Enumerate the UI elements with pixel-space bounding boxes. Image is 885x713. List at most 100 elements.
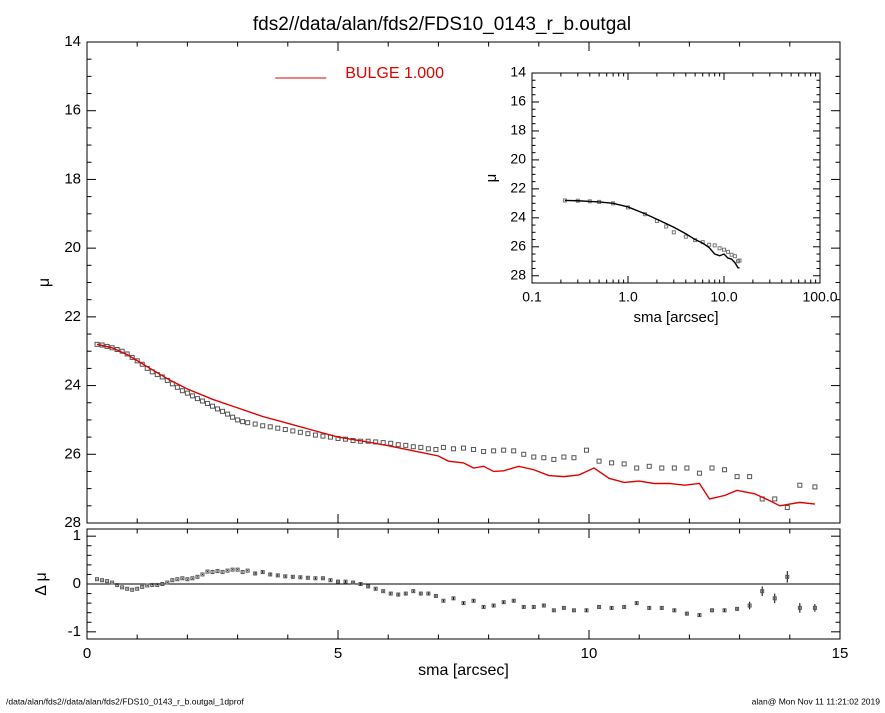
data-point <box>170 578 175 583</box>
footer-left: /data/alan/fds2//data/alan/fds2/FDS10_01… <box>6 696 244 706</box>
data-point <box>210 403 215 409</box>
data-point <box>812 484 818 490</box>
data-point <box>717 246 722 251</box>
x-axis-label: sma [arcsec] <box>633 309 718 326</box>
data-point <box>481 449 487 455</box>
data-point <box>282 427 288 433</box>
y-axis-label: μ <box>36 278 53 287</box>
data-point <box>134 358 140 364</box>
data-point <box>179 388 185 394</box>
y-tick-label: 28 <box>64 514 81 531</box>
data-point <box>511 448 517 454</box>
data-point <box>426 591 431 596</box>
model-line <box>564 199 740 269</box>
data-point <box>351 580 356 585</box>
data-point <box>747 603 752 608</box>
plot-frame <box>531 72 821 284</box>
data-point <box>220 570 225 575</box>
y-tick-label: 18 <box>64 170 81 187</box>
data-point <box>621 461 627 467</box>
y-tick-label: 14 <box>510 64 526 80</box>
footer-right: alan@ Mon Nov 11 11:21:02 2019 <box>752 696 881 706</box>
data-point <box>268 572 273 577</box>
data-point <box>785 574 790 579</box>
data-point <box>584 608 589 613</box>
data-point <box>521 451 527 457</box>
data-point <box>260 570 265 575</box>
y-tick-label: 20 <box>64 239 81 256</box>
data-point <box>290 574 295 579</box>
data-point <box>275 573 280 578</box>
data-point <box>461 445 466 451</box>
data-point <box>155 582 160 587</box>
data-point <box>283 574 288 579</box>
data-point <box>381 589 386 594</box>
y-tick-label: 16 <box>510 93 526 109</box>
data-point <box>609 605 614 610</box>
data-point <box>343 579 348 584</box>
data-point <box>471 446 477 452</box>
data-point <box>320 433 326 439</box>
data-point <box>551 608 556 613</box>
data-point <box>403 442 409 448</box>
x-tick-label: 15 <box>832 645 849 662</box>
data-point <box>174 384 180 390</box>
data-point <box>646 463 652 469</box>
data-point <box>647 605 652 610</box>
data-point <box>275 425 281 431</box>
data-point <box>571 608 576 613</box>
data-point <box>471 598 476 603</box>
data-point <box>165 580 170 585</box>
data-point <box>784 505 790 511</box>
data-point <box>220 408 226 414</box>
data-point <box>411 589 416 594</box>
data-point <box>305 431 311 437</box>
y-tick-label: 22 <box>64 308 81 325</box>
data-point <box>683 234 688 239</box>
data-point <box>235 417 241 423</box>
data-point <box>571 455 577 461</box>
data-point <box>671 465 677 471</box>
data-point <box>240 570 245 575</box>
y-tick-label: 0 <box>73 575 81 592</box>
data-point <box>396 592 401 597</box>
inset-background <box>532 73 820 283</box>
data-point <box>597 604 602 609</box>
data-point <box>797 482 803 488</box>
y-tick-label: 26 <box>64 445 81 462</box>
data-point <box>425 446 431 452</box>
data-point <box>150 582 155 587</box>
data-point <box>418 591 423 596</box>
x-axis-label: sma [arcsec] <box>418 662 509 679</box>
data-point <box>451 596 456 601</box>
data-point <box>450 446 456 452</box>
data-point <box>190 576 195 581</box>
data-point <box>734 474 740 480</box>
data-point <box>418 444 424 450</box>
data-point <box>297 429 303 435</box>
x-tick-label: 10.0 <box>710 289 737 305</box>
model-line <box>96 343 815 507</box>
data-point <box>140 584 145 589</box>
data-point <box>225 411 231 417</box>
data-point <box>160 582 165 586</box>
data-point <box>772 496 778 502</box>
data-point <box>609 460 615 466</box>
data-point <box>735 606 740 611</box>
y-axis-label: μ <box>483 174 500 183</box>
data-point <box>290 428 296 434</box>
data-point <box>199 398 205 404</box>
data-point <box>696 470 702 476</box>
data-point <box>541 455 547 461</box>
data-point <box>561 605 566 610</box>
data-point <box>737 258 742 263</box>
data-point <box>215 569 220 574</box>
data-point <box>313 576 318 581</box>
data-point <box>747 474 753 480</box>
y-tick-label: 24 <box>64 377 81 394</box>
data-point <box>135 586 140 591</box>
data-point <box>366 584 371 589</box>
data-point <box>195 574 200 579</box>
data-point <box>403 591 408 596</box>
data-point <box>709 608 714 613</box>
